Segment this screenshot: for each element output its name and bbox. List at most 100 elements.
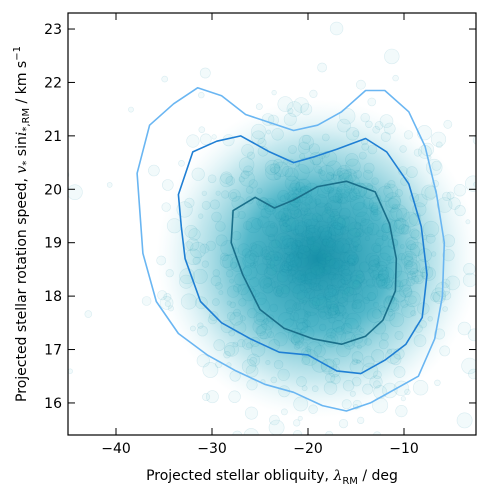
sample-point [266,129,271,135]
sample-point [268,239,282,253]
sample-point [351,303,358,309]
sample-point [376,229,384,238]
sample-point [284,241,300,257]
sample-point [345,158,361,174]
sample-point [395,405,408,418]
sample-point [341,323,353,335]
sample-point [324,259,340,275]
sample-point [409,268,419,277]
sample-point [371,242,382,253]
sample-point [373,370,382,380]
sample-point [166,218,182,234]
sample-point [198,126,206,133]
sample-point [329,303,338,313]
sample-point [338,175,343,180]
sample-point [310,264,325,279]
sample-point [277,96,294,112]
sample-point [304,271,321,288]
sample-point [291,244,300,254]
sample-point [411,270,424,283]
sample-point [215,221,226,232]
sample-point [467,328,476,342]
sample-point [311,356,328,373]
sample-point [457,321,472,336]
sample-point [284,175,301,191]
sample-point [350,269,365,285]
sample-point [343,250,358,265]
sample-point [368,202,379,212]
sample-point [294,240,302,248]
sample-point [333,223,346,236]
sample-point [391,203,398,210]
sample-point [317,292,325,301]
sample-point [332,240,345,254]
sample-point [326,304,331,310]
x-tick-label: −30 [197,441,227,457]
sample-point [336,186,343,193]
sample-point [201,200,211,210]
sample-point [327,306,340,319]
sample-point [271,281,279,289]
sample-point [197,322,204,329]
sample-point [309,245,320,256]
sample-point [315,296,332,313]
sample-point [340,260,351,270]
sample-point [377,269,389,281]
sample-point [220,252,229,262]
sample-point [337,198,342,204]
sample-point [287,275,296,284]
sample-point [342,379,355,392]
sample-point [292,284,308,300]
sample-point [344,251,359,267]
sample-point [209,199,220,210]
sample-point [320,227,337,243]
sample-point [402,287,413,298]
sample-point [293,97,309,113]
sample-point [200,133,212,146]
sample-point [365,120,373,129]
sample-point [354,222,362,230]
sample-point [420,436,427,443]
sample-point [255,313,265,323]
sample-point [246,342,253,349]
x-axis-ticks: −40 −30 −20 −10 [101,13,419,457]
sample-point [316,250,331,265]
sample-point [485,114,491,123]
sample-point [393,366,406,378]
sample-point [327,195,342,211]
sample-point [201,190,207,196]
sample-point [305,346,312,353]
sample-point [380,332,389,341]
sample-point [265,359,271,365]
sample-point [442,234,455,248]
sample-point [347,257,356,266]
sample-point [479,285,484,290]
sample-point [256,263,269,276]
x-axis-label: Projected stellar obliquity, λRM / deg [146,468,398,487]
sample-point [324,202,333,211]
sample-point [368,263,384,279]
x-tick-label: −10 [389,441,419,457]
sample-point [259,277,276,294]
sample-point [262,221,278,237]
sample-point [351,255,357,261]
sample-point [178,160,185,167]
sample-point [371,177,379,185]
sample-point [372,265,389,282]
sample-point [351,376,362,387]
sample-point [317,280,329,291]
sample-point [256,324,272,340]
sample-point [400,299,409,308]
sample-point [335,188,351,205]
sample-point [251,123,267,140]
sample-point [328,248,335,255]
sample-point [388,195,402,209]
sample-point [359,219,374,234]
sample-point [387,311,394,317]
sample-point [421,271,427,277]
sample-point [393,380,410,396]
sample-point [293,396,309,412]
sample-point [468,368,476,380]
sample-point [231,231,242,241]
sample-point [283,243,289,249]
